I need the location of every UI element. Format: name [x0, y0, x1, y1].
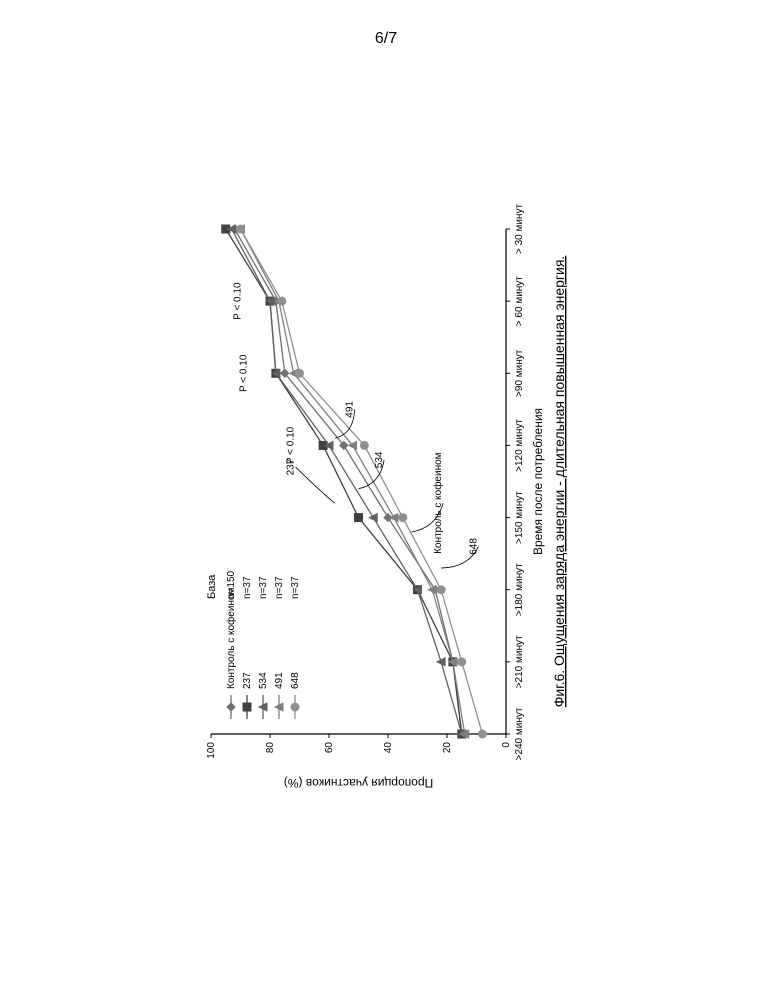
svg-text:Фиг.6. Ощущения заряда энергии: Фиг.6. Ощущения заряда энергии - длитель…: [551, 256, 567, 708]
svg-text:База: База: [206, 574, 218, 599]
svg-text:100: 100: [206, 742, 217, 759]
svg-text:Время после потребления: Время после потребления: [531, 408, 545, 555]
svg-text:n=37: n=37: [290, 576, 301, 599]
svg-text:40: 40: [383, 742, 394, 754]
svg-text:237: 237: [286, 458, 297, 475]
svg-text:P < 0.10: P < 0.10: [286, 426, 297, 464]
svg-text:Контроль с кофеином: Контроль с кофеином: [225, 587, 237, 689]
svg-text:60: 60: [324, 742, 335, 754]
svg-text:Контроль с кофеином: Контроль с кофеином: [432, 452, 444, 554]
svg-text:n=37: n=37: [258, 576, 269, 599]
svg-text:>120 минут: >120 минут: [514, 419, 525, 472]
svg-text:>150 минут: >150 минут: [514, 491, 525, 544]
svg-text:237: 237: [242, 672, 253, 689]
svg-text:P < 0.10: P < 0.10: [233, 282, 244, 320]
svg-text:n=150: n=150: [226, 570, 237, 599]
svg-text:20: 20: [442, 742, 453, 754]
svg-text:0: 0: [501, 742, 512, 748]
svg-text:> 60 минут: > 60 минут: [514, 276, 525, 327]
svg-text:n=37: n=37: [242, 576, 253, 599]
svg-text:P < 0.10: P < 0.10: [238, 354, 249, 392]
svg-text:648: 648: [469, 538, 480, 555]
svg-text:> 30 минут: > 30 минут: [514, 204, 525, 255]
svg-text:Пропорция участников (%): Пропорция участников (%): [284, 776, 433, 790]
svg-text:n=37: n=37: [274, 576, 285, 599]
svg-text:80: 80: [265, 742, 276, 754]
svg-text:>210 минут: >210 минут: [514, 635, 525, 688]
svg-text:>90 минут: >90 минут: [514, 349, 525, 397]
svg-text:491: 491: [274, 672, 285, 689]
svg-text:>240 минут: >240 минут: [514, 707, 525, 760]
svg-text:534: 534: [374, 451, 385, 468]
energy-chart: 0 20 40 60 80 100 Пропорция участников (%) >240…: [0, 0, 772, 999]
svg-text:534: 534: [258, 672, 269, 689]
svg-text:>180 минут: >180 минут: [514, 563, 525, 616]
svg-text:648: 648: [290, 672, 301, 689]
